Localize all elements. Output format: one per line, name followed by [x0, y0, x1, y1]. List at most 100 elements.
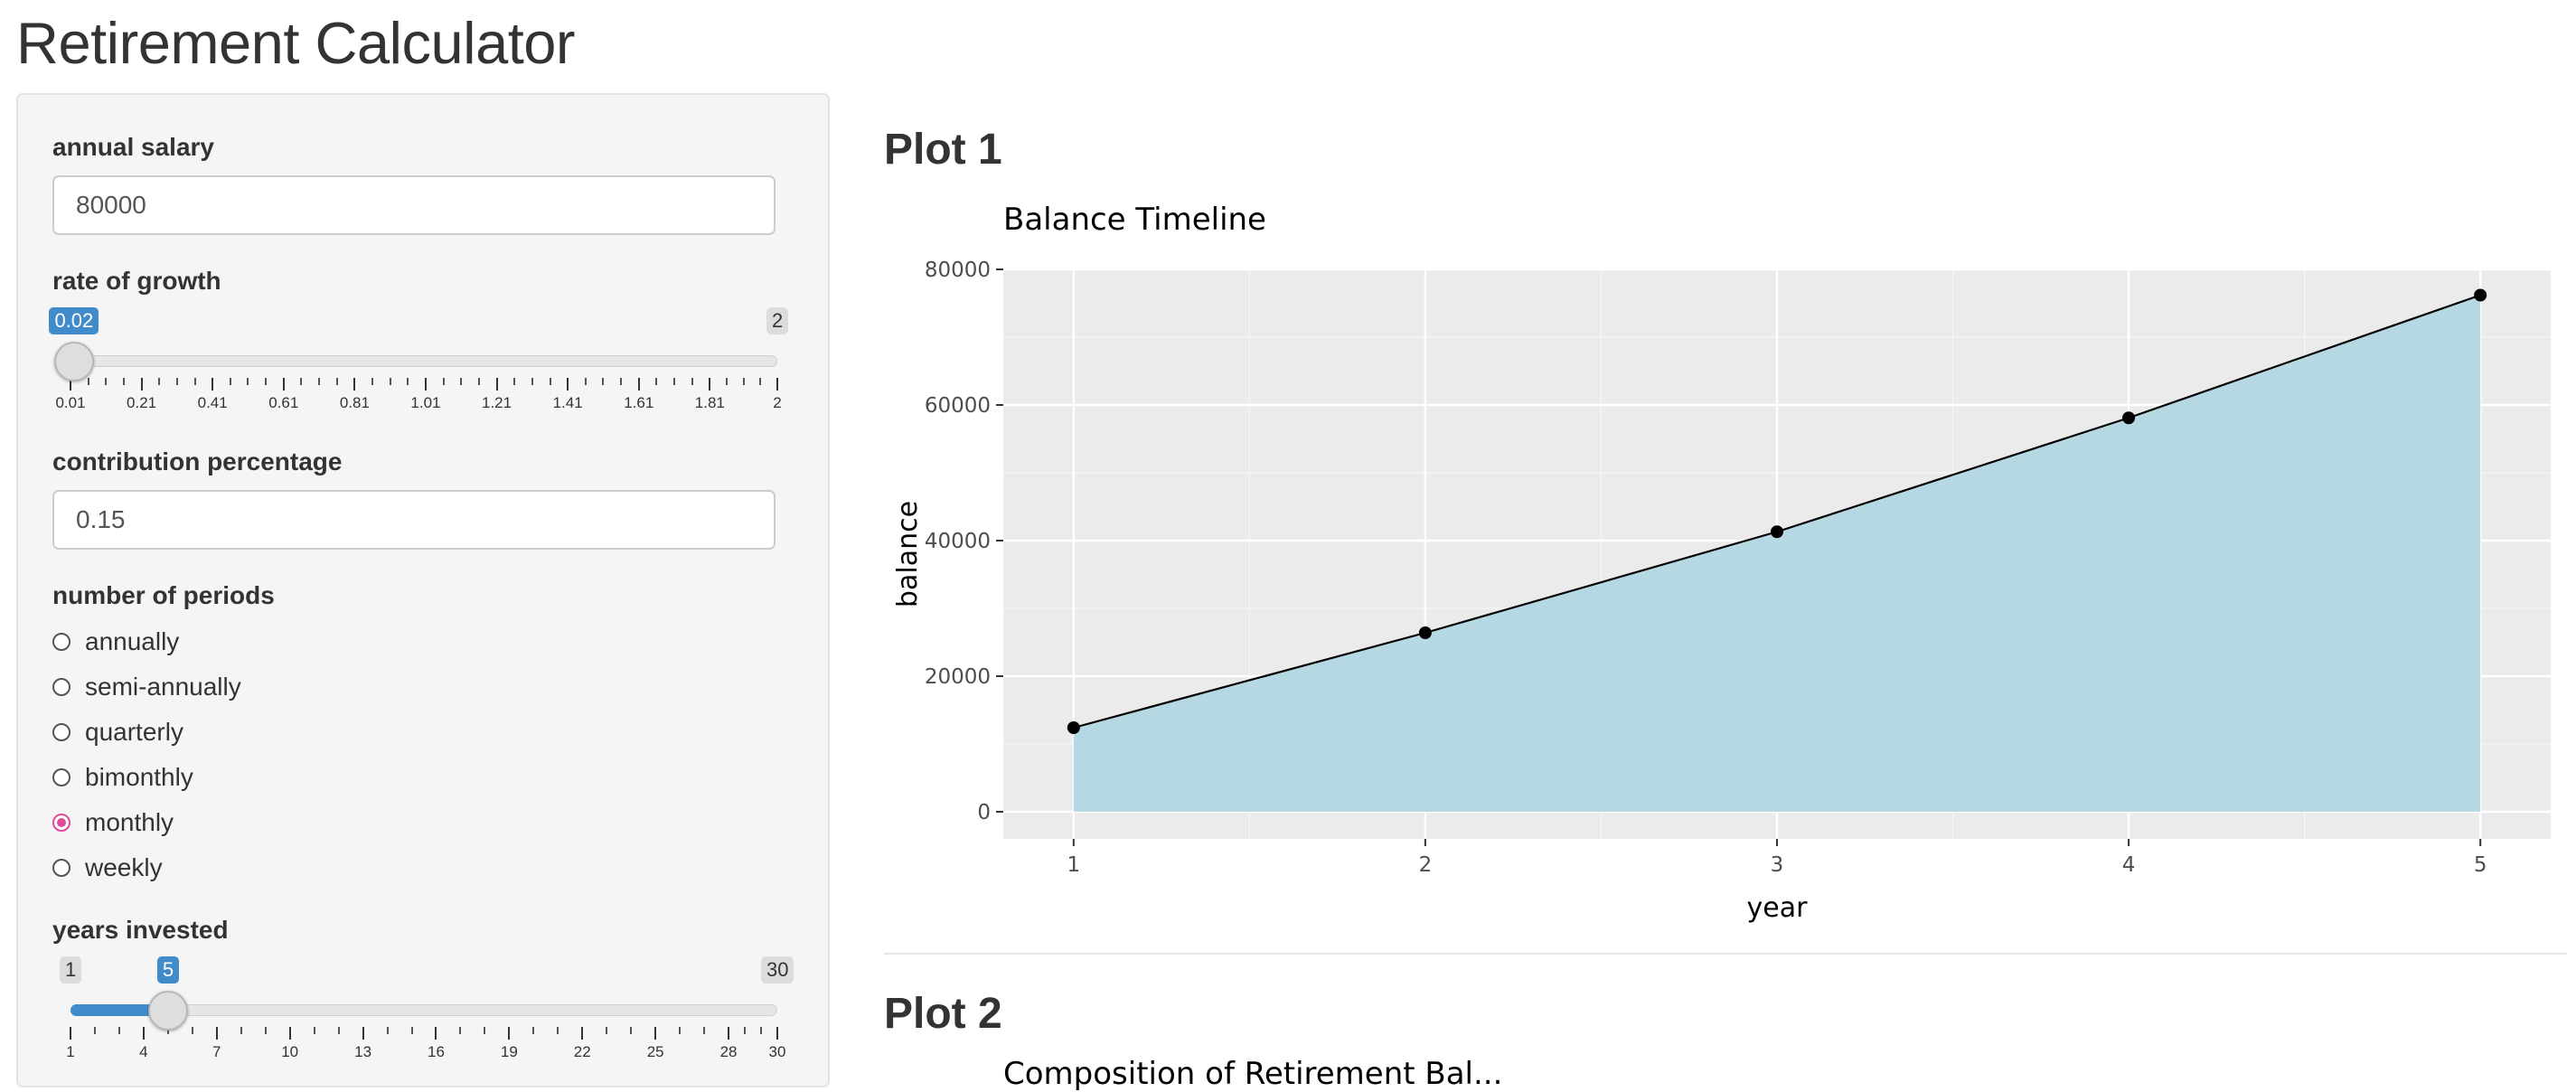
slider-minor-tick — [460, 378, 463, 385]
slider-major-tick — [637, 378, 640, 391]
slider-tick-label: 28 — [719, 1043, 738, 1060]
slider-minor-tick — [410, 1027, 413, 1034]
slider-minor-tick — [93, 1027, 96, 1034]
slider-minor-tick — [606, 1027, 608, 1034]
annual-salary-label: annual salary — [52, 133, 214, 161]
slider-minor-tick — [679, 1027, 682, 1034]
radio-option-semi-annually[interactable]: semi-annually — [52, 669, 241, 705]
slider-minor-tick — [655, 378, 658, 385]
slider-minor-tick — [407, 378, 409, 385]
slider-minor-tick — [240, 1027, 242, 1034]
slider-major-tick — [215, 1027, 218, 1040]
x-tick-label: 5 — [2474, 853, 2487, 877]
y-tick-label: 0 — [977, 801, 991, 824]
slider-minor-tick — [337, 1027, 340, 1034]
slider-tick-label: 0.41 — [197, 394, 228, 411]
slider-track[interactable] — [71, 355, 777, 367]
radio-option-weekly[interactable]: weekly — [52, 850, 163, 886]
slider-major-tick — [70, 1027, 71, 1040]
slider-major-tick — [495, 378, 498, 391]
app-title: Retirement Calculator — [16, 10, 576, 76]
slider-minor-tick — [118, 1027, 120, 1034]
slider-minor-tick — [726, 378, 728, 385]
y-axis-label: balance — [892, 501, 924, 607]
slider-tick-label: 1.21 — [482, 394, 512, 411]
balance-timeline-chart: Balance Timeline 0 20000 40000 60000 80000 1 2… — [892, 202, 2551, 924]
years-invested-slider[interactable]: 1 5 30 1 4 7 10 13 16 19 22 25 28 30 — [52, 956, 794, 1065]
radio-button[interactable] — [52, 768, 71, 786]
radio-option-monthly[interactable]: monthly — [52, 805, 174, 841]
slider-tick-label: 7 — [212, 1043, 221, 1060]
radio-button[interactable] — [52, 859, 71, 877]
data-point — [1067, 721, 1080, 734]
slider-minor-tick — [265, 378, 268, 385]
slider-minor-tick — [335, 378, 338, 385]
slider-major-tick — [728, 1027, 730, 1040]
slider-tick-label: 1.41 — [552, 394, 583, 411]
x-tick-label: 4 — [2122, 853, 2136, 877]
slider-tick-label: 0.61 — [268, 394, 299, 411]
slider-minor-tick — [673, 378, 676, 385]
radio-button[interactable] — [52, 678, 71, 696]
y-tick-label: 40000 — [925, 530, 991, 553]
slider-major-tick — [709, 378, 711, 391]
plot2-chart-title: Composition of Retirement Bal... — [1003, 1056, 1503, 1092]
radio-label: weekly — [85, 853, 163, 881]
contribution-percentage-input[interactable]: 0.15 — [52, 490, 776, 550]
slider-tick-label: 22 — [573, 1043, 591, 1060]
slider-handle[interactable] — [53, 342, 94, 381]
data-points — [1067, 288, 2487, 734]
slider-minor-tick — [557, 1027, 559, 1034]
annual-salary-input[interactable]: 80000 — [52, 175, 776, 235]
slider-minor-tick — [442, 378, 445, 385]
data-point — [1418, 626, 1432, 639]
slider-minor-tick — [459, 1027, 462, 1034]
years-max-badge: 30 — [761, 956, 794, 984]
y-tick-label: 80000 — [925, 259, 991, 282]
radio-label: semi-annually — [85, 673, 241, 701]
slider-minor-tick — [703, 1027, 706, 1034]
slider-minor-tick — [122, 378, 125, 385]
radio-label: monthly — [85, 808, 174, 836]
slider-major-tick — [424, 378, 427, 391]
slider-tick-label: 4 — [139, 1043, 148, 1060]
slider-major-tick — [140, 378, 143, 391]
slider-minor-tick — [759, 378, 762, 385]
radio-option-bimonthly[interactable]: bimonthly — [52, 759, 193, 795]
slider-minor-tick — [105, 378, 108, 385]
slider-major-tick — [70, 378, 71, 391]
rate-of-growth-slider[interactable]: 0.02 2 0.01 0.21 0.41 0.61 0.81 1.01 1.21 1.41 1… — [49, 307, 794, 416]
slider-tick-label: 1 — [66, 1043, 75, 1060]
data-point — [2122, 411, 2136, 425]
slider-major-tick — [353, 378, 356, 391]
rate-value-badge: 0.02 — [49, 307, 99, 334]
slider-tick-label: 0.81 — [339, 394, 370, 411]
slider-major-tick — [776, 1027, 778, 1040]
slider-minor-tick — [620, 378, 623, 385]
slider-major-tick — [212, 378, 214, 391]
x-tick-label: 1 — [1067, 853, 1080, 877]
slider-fill — [71, 1004, 168, 1016]
radio-button[interactable] — [52, 633, 71, 651]
slider-major-tick — [435, 1027, 437, 1040]
slider-minor-tick — [760, 1027, 763, 1034]
slider-minor-tick — [531, 378, 533, 385]
slider-major-tick — [282, 378, 285, 391]
slider-tick-label: 13 — [354, 1043, 372, 1060]
radio-option-quarterly[interactable]: quarterly — [52, 714, 183, 750]
slider-minor-tick — [532, 1027, 535, 1034]
slider-major-tick — [654, 1027, 657, 1040]
slider-handle[interactable] — [147, 991, 188, 1031]
years-invested-label: years invested — [52, 916, 229, 944]
radio-button[interactable] — [52, 723, 71, 741]
slider-minor-tick — [386, 1027, 389, 1034]
slider-tick-label: 25 — [646, 1043, 664, 1060]
slider-minor-tick — [313, 1027, 315, 1034]
chart-title: Balance Timeline — [1003, 202, 1266, 238]
radio-option-annually[interactable]: annually — [52, 624, 179, 660]
y-tick-label: 60000 — [925, 394, 991, 418]
slider-minor-tick — [87, 378, 89, 385]
slider-major-tick — [567, 378, 569, 391]
radio-label: bimonthly — [85, 763, 193, 791]
radio-button[interactable] — [52, 814, 71, 832]
